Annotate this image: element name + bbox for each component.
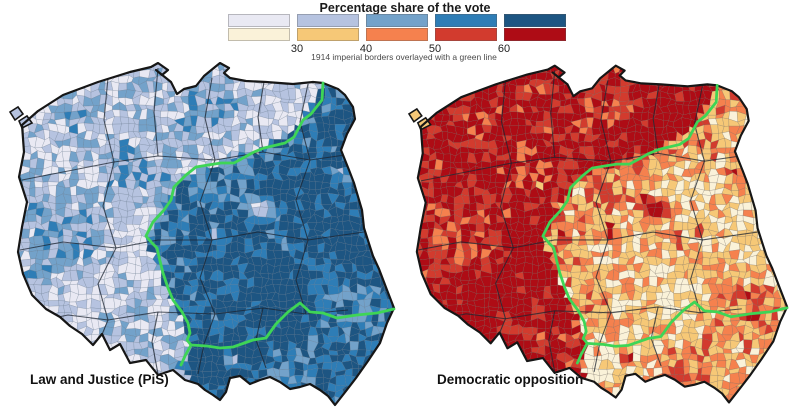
municipality-cells: [416, 65, 788, 403]
poland-border: [415, 64, 789, 404]
opposition-swatch-1: [297, 28, 359, 41]
municipality-cells: [18, 63, 394, 405]
poland-border: [16, 62, 396, 407]
map-panel-pis: Law and Justice (PiS): [8, 62, 400, 414]
opposition-swatch-3: [435, 28, 497, 41]
pis-swatch-4: [504, 14, 566, 27]
legend-row-opposition: [228, 28, 566, 41]
map-label-pis: Law and Justice (PiS): [30, 372, 169, 387]
imperial-border-line: [144, 81, 396, 350]
poland-choropleth-opposition: [407, 62, 799, 412]
baltic-island: [407, 107, 423, 123]
voivodeship-borders: [418, 70, 758, 373]
legend-tick-30: 30: [290, 43, 304, 55]
opposition-swatch-2: [366, 28, 428, 41]
map-label-opposition: Democratic opposition: [437, 372, 584, 387]
legend-tick-60: 60: [497, 43, 511, 55]
pis-swatch-0: [228, 14, 290, 27]
pis-swatch-1: [297, 14, 359, 27]
opposition-swatch-4: [504, 28, 566, 41]
imperial-border-stub: [575, 341, 589, 365]
voivodeship-borders: [19, 67, 365, 375]
imperial-border-stub: [179, 343, 193, 367]
vote-share-legend: 30 40 50 60: [228, 14, 566, 58]
poland-choropleth-pis: [8, 62, 400, 412]
legend-tick-40: 40: [359, 43, 373, 55]
opposition-swatch-0: [228, 28, 290, 41]
legend-row-pis: [228, 14, 566, 27]
pis-swatch-3: [435, 14, 497, 27]
legend-tick-50: 50: [428, 43, 442, 55]
pis-swatch-2: [366, 14, 428, 27]
legend-note: 1914 imperial borders overlayed with a g…: [311, 52, 497, 62]
map-panel-opposition: Democratic opposition: [407, 62, 799, 414]
legend-title: Percentage share of the vote: [319, 1, 491, 15]
baltic-island: [8, 105, 25, 122]
legend-tick-labels: 30 40 50 60: [228, 43, 566, 58]
poland-map-pis: [8, 62, 396, 407]
imperial-border-line: [541, 83, 789, 348]
poland-map-opposition: [407, 64, 789, 404]
